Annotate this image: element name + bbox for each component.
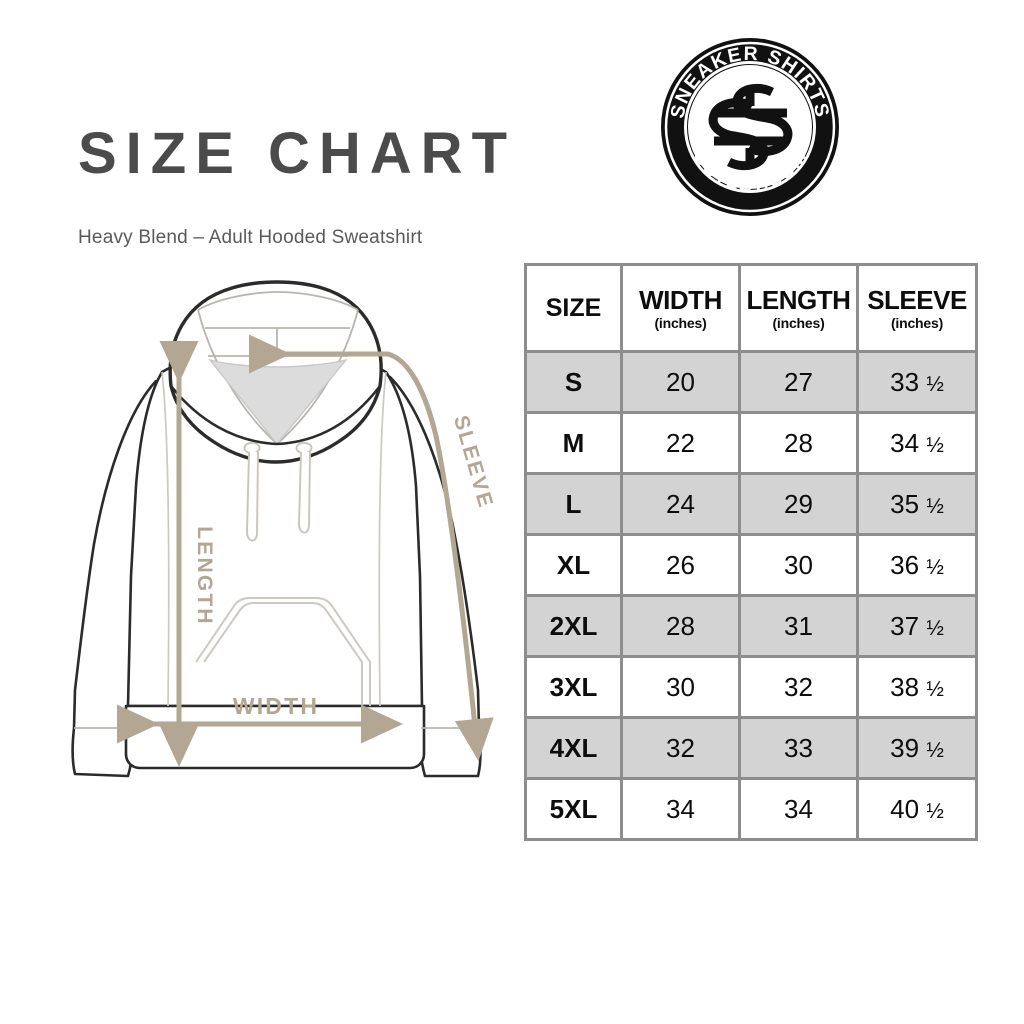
sleeve-whole: 35: [890, 488, 920, 519]
sleeve-fraction: ½: [926, 677, 944, 701]
cell-size-l: L: [527, 475, 623, 536]
column-header-length: LENGTH (inches): [741, 266, 859, 353]
column-header-sleeve-label: SLEEVE: [867, 284, 967, 315]
column-header-size-label: SIZE: [545, 293, 602, 322]
cell-sleeve-l: 35 ½: [859, 475, 975, 536]
column-header-width-unit: (inches): [654, 314, 707, 331]
cell-width-m: 22: [623, 414, 741, 475]
column-header-sleeve-unit: (inches): [890, 314, 944, 331]
table-row: L 24 29 35 ½: [527, 475, 975, 536]
cell-width-s: 20: [623, 353, 741, 414]
column-header-sleeve: SLEEVE (inches): [859, 266, 975, 353]
column-header-size: SIZE: [527, 266, 623, 353]
cell-length-5xl: 34: [741, 780, 859, 838]
sleeve-whole: 40: [890, 793, 920, 824]
table-row: M 22 28 34 ½: [527, 414, 975, 475]
table-row: S 20 27 33 ½: [527, 353, 975, 414]
cell-size-4xl: 4XL: [527, 719, 623, 780]
sneaker-shirts-outlet-logo: SNEAKER SHIRTS OUTLET.COM: [659, 36, 841, 218]
sleeve-whole: 37: [890, 610, 920, 641]
column-header-width-label: WIDTH: [639, 284, 722, 315]
cell-length-2xl: 31: [741, 597, 859, 658]
column-header-length-unit: (inches): [772, 314, 825, 331]
cell-size-3xl: 3XL: [527, 658, 623, 719]
logo-inner-disc: [688, 65, 812, 189]
cell-sleeve-5xl: 40 ½: [859, 780, 975, 838]
sleeve-fraction: ½: [926, 738, 944, 762]
cell-width-l: 24: [623, 475, 741, 536]
table-row: 5XL 34 34 40 ½: [527, 780, 975, 838]
table-row: 4XL 32 33 39 ½: [527, 719, 975, 780]
hoodie-hood: [168, 280, 383, 464]
cell-width-2xl: 28: [623, 597, 741, 658]
sleeve-fraction: ½: [926, 799, 944, 823]
column-header-length-label: LENGTH: [746, 284, 851, 315]
cell-width-4xl: 32: [623, 719, 741, 780]
cell-size-2xl: 2XL: [527, 597, 623, 658]
logo-ss-monogram: [708, 83, 793, 171]
sleeve-whole: 39: [890, 732, 920, 763]
cell-width-xl: 26: [623, 536, 741, 597]
page-subtitle: Heavy Blend – Adult Hooded Sweatshirt: [78, 226, 423, 248]
sleeve-whole: 38: [890, 671, 920, 702]
sleeve-measure-arrow: [248, 334, 494, 761]
table-row: 2XL 28 31 37 ½: [527, 597, 975, 658]
table-row: 3XL 30 32 38 ½: [527, 658, 975, 719]
size-chart-body: S 20 27 33 ½ M 22 28 34 ½ L 24 29 35 ½ XL 26 30 36 ½ 2XL…: [527, 353, 975, 838]
cell-size-5xl: 5XL: [527, 780, 623, 838]
cell-sleeve-s: 33 ½: [859, 353, 975, 414]
cell-width-5xl: 34: [623, 780, 741, 838]
sleeve-label: SLEEVE: [449, 413, 498, 512]
cell-size-m: M: [527, 414, 623, 475]
sleeve-fraction: ½: [926, 616, 944, 640]
length-label: LENGTH: [193, 526, 216, 626]
cell-sleeve-2xl: 37 ½: [859, 597, 975, 658]
cell-length-m: 28: [741, 414, 859, 475]
sleeve-whole: 36: [890, 549, 920, 580]
sleeve-whole: 34: [890, 427, 920, 458]
sleeve-fraction: ½: [926, 494, 944, 518]
cell-sleeve-m: 34 ½: [859, 414, 975, 475]
cell-sleeve-xl: 36 ½: [859, 536, 975, 597]
column-header-width: WIDTH (inches): [623, 266, 741, 353]
size-chart-table: SIZE WIDTH (inches) LENGTH (inches) SLEE…: [524, 263, 978, 841]
cell-length-3xl: 32: [741, 658, 859, 719]
cell-length-s: 27: [741, 353, 859, 414]
cell-sleeve-4xl: 39 ½: [859, 719, 975, 780]
title-block: SIZE CHART Heavy Blend – Adult Hooded Sw…: [78, 121, 516, 249]
page-title: SIZE CHART: [78, 121, 516, 186]
cell-length-4xl: 33: [741, 719, 859, 780]
cell-width-3xl: 30: [623, 658, 741, 719]
sleeve-whole: 33: [890, 366, 920, 397]
size-chart-section: SIZE WIDTH (inches) LENGTH (inches) SLEE…: [524, 263, 978, 841]
hooded-sweatshirt-illustration: WIDTH LENGTH SLEEVE: [58, 276, 523, 842]
sleeve-fraction: ½: [926, 372, 944, 396]
cell-size-s: S: [527, 353, 623, 414]
cell-size-xl: XL: [527, 536, 623, 597]
cell-length-xl: 30: [741, 536, 859, 597]
cell-sleeve-3xl: 38 ½: [859, 658, 975, 719]
sleeve-fraction: ½: [926, 555, 944, 579]
table-row: XL 26 30 36 ½: [527, 536, 975, 597]
cell-length-l: 29: [741, 475, 859, 536]
table-header-row: SIZE WIDTH (inches) LENGTH (inches) SLEE…: [527, 266, 975, 353]
sleeve-fraction: ½: [926, 433, 944, 457]
width-label: WIDTH: [233, 693, 319, 719]
